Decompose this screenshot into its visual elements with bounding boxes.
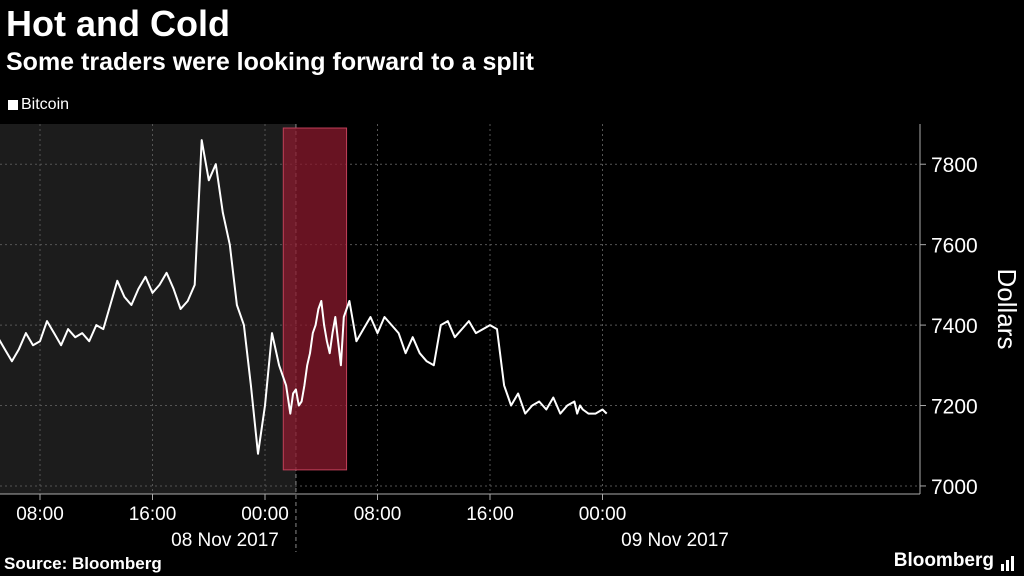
y-tick-label: 7800 (931, 154, 978, 177)
y-axis-label: Dollars (992, 269, 1022, 350)
x-tick-label: 16:00 (466, 504, 514, 525)
x-tick-label: 00:00 (241, 504, 289, 525)
x-tick-label: 08:00 (354, 504, 402, 525)
date-label: 08 Nov 2017 (171, 530, 279, 551)
series-line-bitcoin (0, 139, 608, 455)
date-label: 09 Nov 2017 (621, 530, 729, 551)
chart-subtitle: Some traders were looking forward to a s… (6, 48, 534, 76)
source-note: Source: Bloomberg (4, 554, 162, 573)
bloomberg-logo-icon (1001, 556, 1014, 571)
chart-title: Hot and Cold (6, 3, 230, 44)
brand-logo-text: Bloomberg (893, 550, 994, 571)
y-tick-label: 7400 (931, 315, 978, 338)
legend: Bitcoin (8, 95, 69, 115)
x-tick-label: 00:00 (579, 504, 627, 525)
legend-swatch (8, 100, 18, 110)
y-tick-label: 7200 (931, 396, 978, 419)
legend-label: Bitcoin (21, 96, 70, 113)
x-tick-label: 08:00 (16, 504, 64, 525)
y-tick-label: 7000 (931, 476, 978, 499)
x-tick-label: 16:00 (129, 504, 177, 525)
highlight-region (282, 127, 348, 471)
y-tick-label: 7600 (931, 235, 978, 258)
shaded-region (0, 124, 296, 494)
